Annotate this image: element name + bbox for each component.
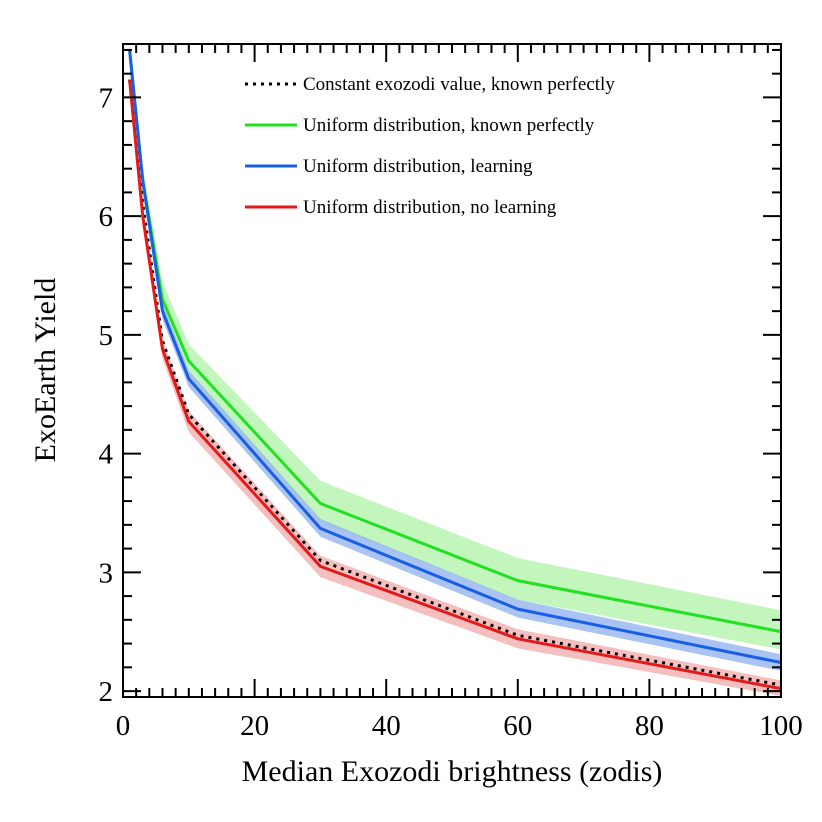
x-tick-label: 80 [635, 710, 664, 742]
y-tick-label: 7 [99, 82, 114, 114]
y-tick-label: 6 [99, 201, 114, 233]
y-tick-label: 2 [99, 676, 114, 708]
y-tick-label: 5 [99, 320, 114, 352]
x-tick-label: 40 [372, 710, 401, 742]
legend-label-constant-exozodi-value-known-perfectly: Constant exozodi value, known perfectly [303, 74, 615, 95]
legend-label-uniform-distribution-learning: Uniform distribution, learning [303, 156, 533, 177]
y-axis-label: ExoEarth Yield [29, 278, 62, 463]
line-uniform-distribution-no-learning [128, 79, 781, 691]
x-tick-label: 20 [240, 710, 269, 742]
band-uniform-distribution-no-learning [129, 71, 781, 696]
y-tick-label: 4 [99, 439, 114, 471]
legend: Constant exozodi value, known perfectly U… [245, 74, 615, 218]
x-tick-label: 100 [759, 710, 803, 742]
x-tick-label: 60 [503, 710, 532, 742]
band-uniform-distribution-learning [129, 45, 781, 671]
x-axis-label: Median Exozodi brightness (zodis) [242, 755, 663, 788]
series-lines [128, 49, 781, 691]
legend-label-uniform-distribution-no-learning: Uniform distribution, no learning [303, 197, 557, 218]
confidence-bands [129, 44, 781, 696]
x-tick-label: 0 [116, 710, 131, 742]
y-tick-label: 3 [99, 557, 114, 589]
legend-label-uniform-distribution-known-perfectly: Uniform distribution, known perfectly [303, 115, 595, 136]
tick-labels: 0 20 40 60 80 100 2 3 4 5 6 7 [99, 82, 803, 742]
axis-ticks [122, 44, 782, 697]
line-uniform-distribution-learning [128, 49, 781, 665]
